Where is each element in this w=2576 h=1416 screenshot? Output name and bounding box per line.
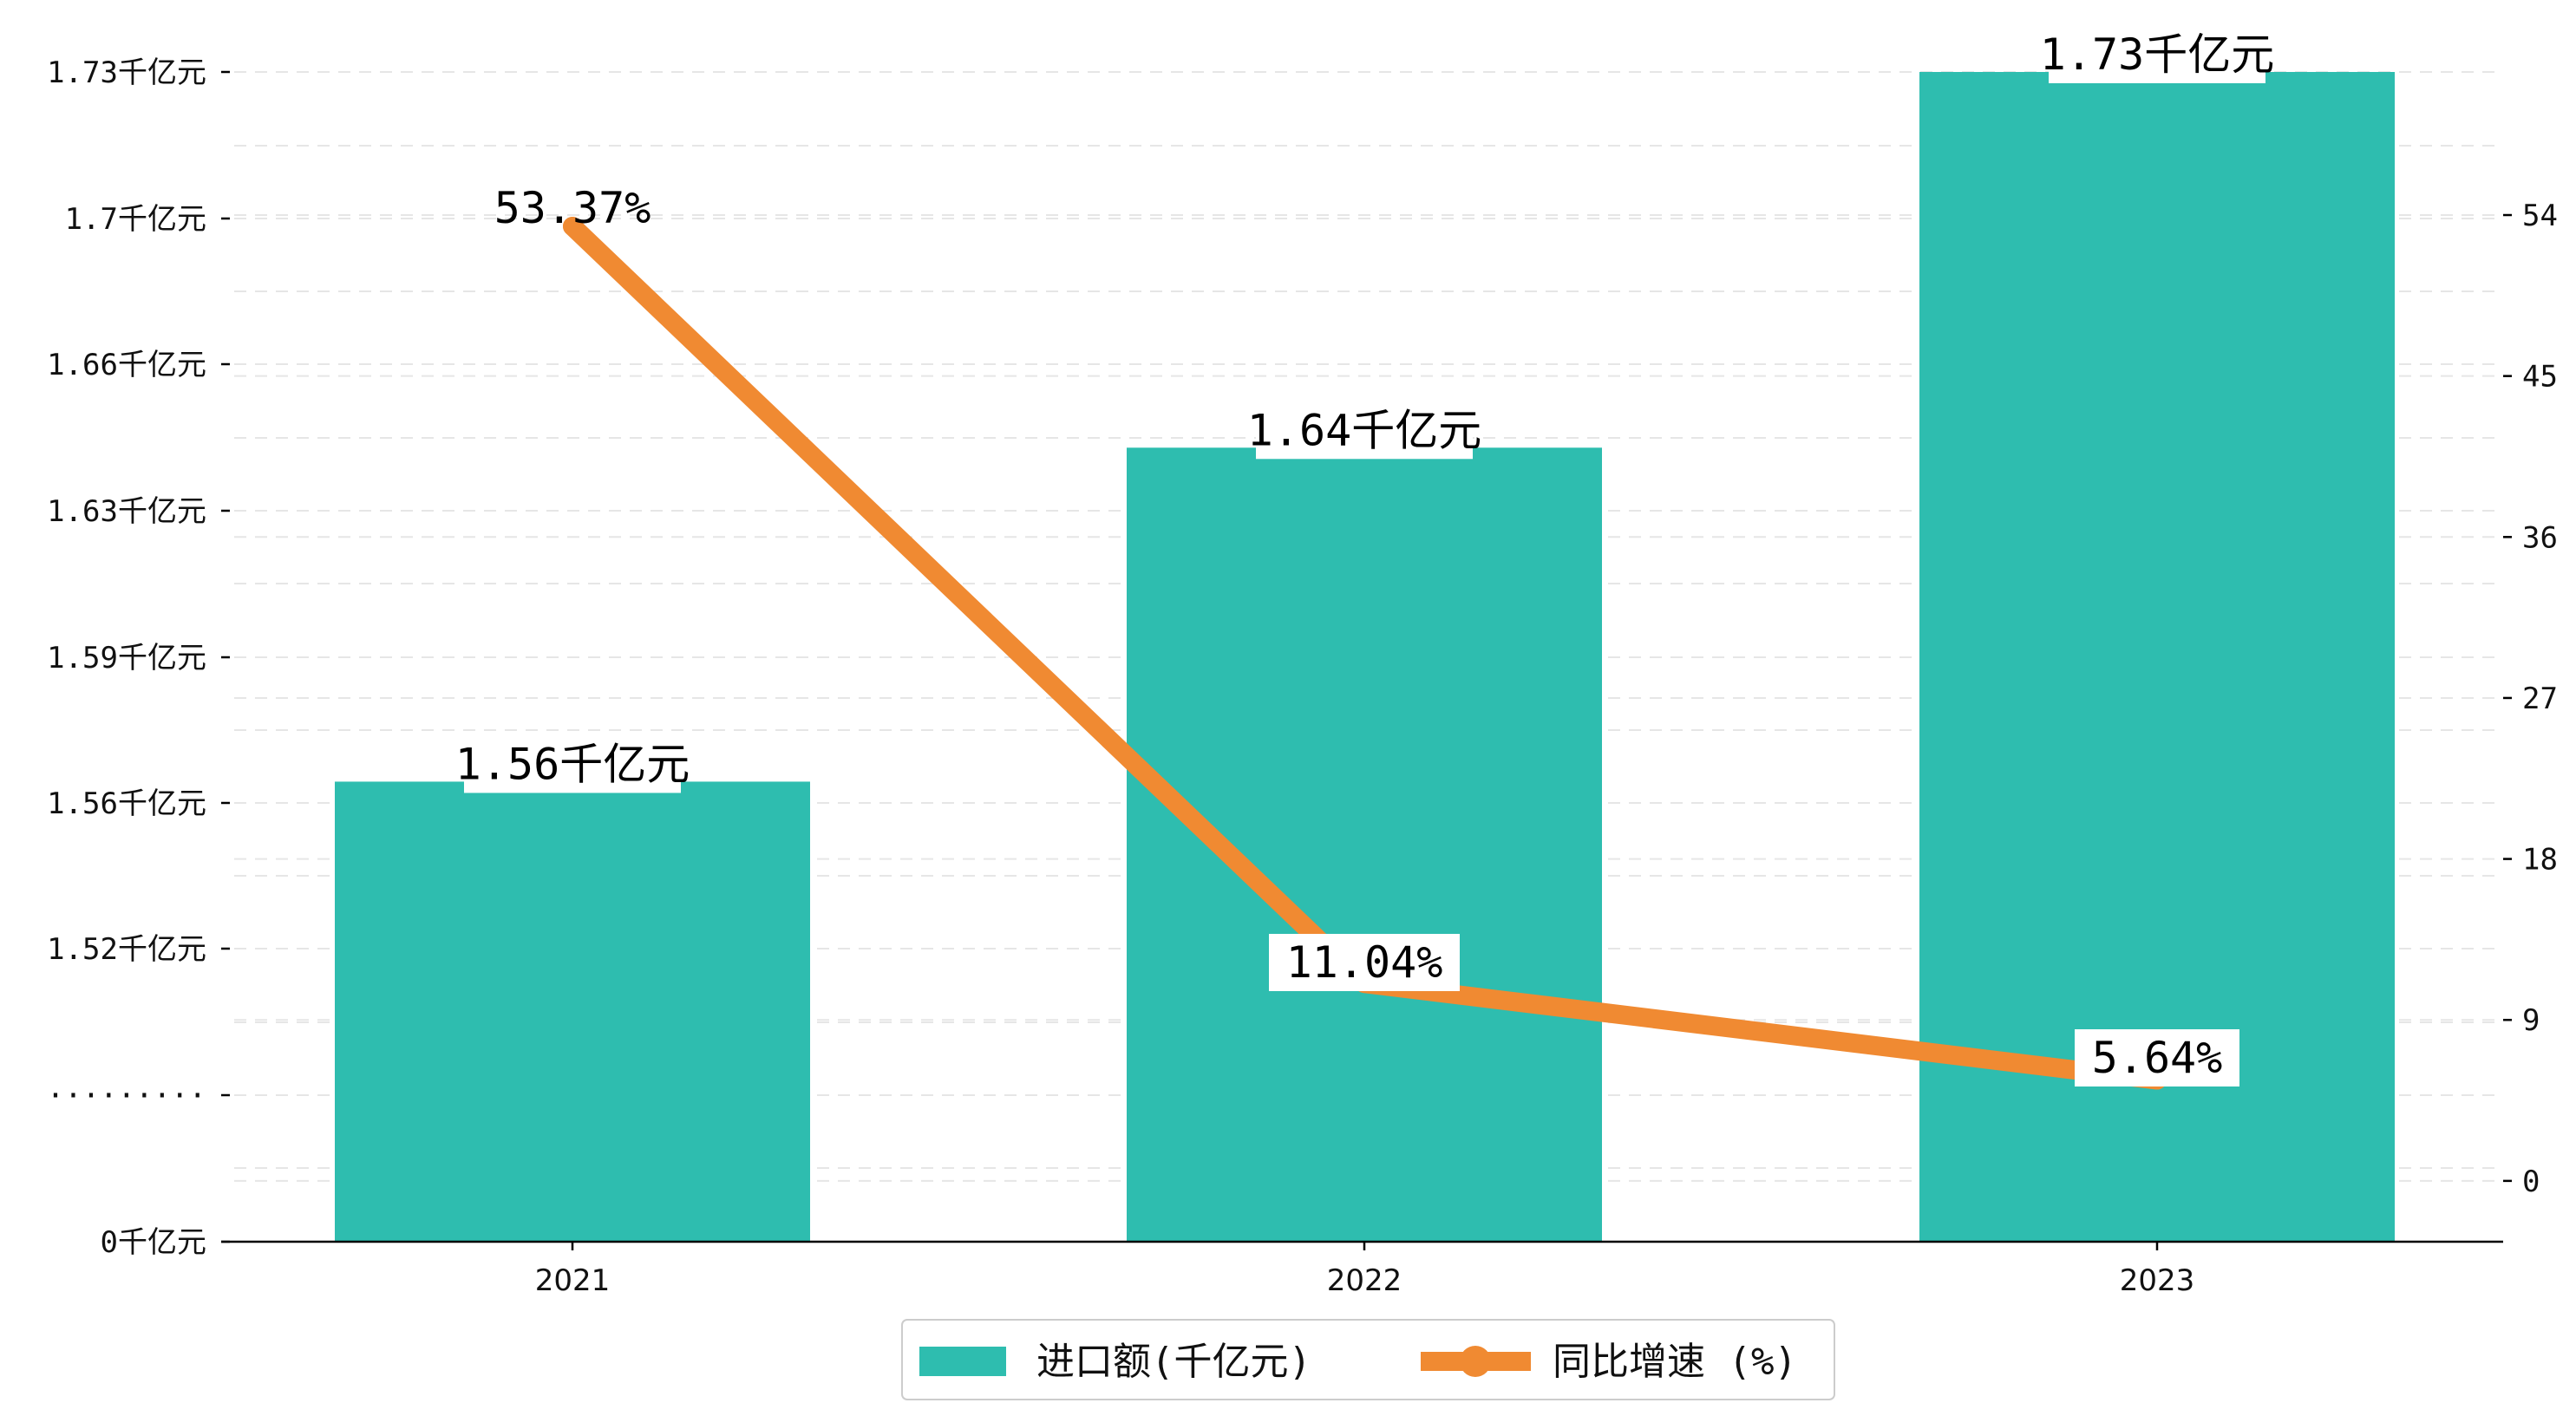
- right-tick-label: 36: [2522, 520, 2558, 555]
- line-data-label-box: [2075, 1029, 2239, 1086]
- bar: [335, 781, 810, 1242]
- right-tick-label: 0: [2522, 1165, 2540, 1199]
- left-tick-label: 0千亿元: [101, 1225, 206, 1260]
- left-tick-label: 1.52千亿元: [47, 932, 206, 967]
- bar-data-label-box: [464, 735, 681, 793]
- left-tick-label: 1.66千亿元: [47, 348, 206, 382]
- left-tick-label: 1.73千亿元: [47, 55, 206, 90]
- bar-data-label: 1.73千亿元: [2040, 29, 2274, 80]
- line-data-label-box: [1269, 934, 1460, 991]
- right-tick-label: 54: [2522, 199, 2558, 233]
- data-labels: 1.56千亿元 1.64千亿元 1.73千亿元 53.37% 11.04% 5.64%: [455, 26, 2274, 1086]
- line-data-label: 5.64%: [2092, 1033, 2223, 1083]
- left-tick-label: 1.63千亿元: [47, 494, 206, 529]
- bar-data-label: 1.56千亿元: [455, 739, 690, 789]
- bar: [1127, 447, 1602, 1242]
- left-tick-label: 1.7千亿元: [65, 202, 206, 237]
- x-axis-ticks: 2021 2022 2023: [535, 1242, 2195, 1298]
- legend-swatch-bar: [919, 1347, 1006, 1376]
- x-tick-label: 2023: [2120, 1263, 2195, 1298]
- x-tick-label: 2022: [1327, 1263, 1402, 1298]
- left-tick-label: 1.56千亿元: [47, 786, 206, 821]
- legend: 进口额(千亿元) 同比增速 (%): [901, 1319, 1835, 1400]
- left-tick-label: ·········: [47, 1079, 206, 1113]
- line-data-label: 11.04%: [1286, 937, 1443, 988]
- x-tick-label: 2021: [535, 1263, 611, 1298]
- legend-label-line: 同比增速 (%): [1553, 1340, 1797, 1384]
- right-tick-label: 27: [2522, 682, 2558, 716]
- legend-box: [901, 1319, 1835, 1400]
- line-data-label: 53.37%: [494, 183, 651, 233]
- left-tick-label: 1.59千亿元: [47, 641, 206, 675]
- legend-label-bar: 进口额(千亿元): [1036, 1340, 1311, 1384]
- bar-data-label-box: [1256, 401, 1473, 460]
- right-axis-ticks: 0 9 18 27 36 45 54: [2503, 199, 2558, 1199]
- bar-data-label-box: [2049, 26, 2265, 83]
- right-tick-label: 9: [2522, 1003, 2540, 1038]
- legend-marker-line: [1460, 1346, 1491, 1377]
- right-tick-label: 45: [2522, 360, 2558, 395]
- line-point: [563, 217, 582, 237]
- right-tick-label: 18: [2522, 843, 2558, 878]
- left-axis-ticks: 0千亿元 ········· 1.52千亿元 1.56千亿元 1.59千亿元 1.63千亿…: [47, 55, 230, 1260]
- bar-data-label: 1.64千亿元: [1247, 405, 1481, 455]
